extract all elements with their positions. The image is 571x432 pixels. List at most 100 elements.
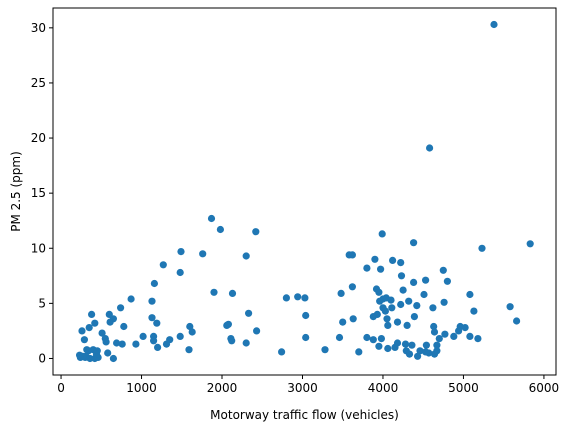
data-point — [150, 337, 158, 345]
data-point — [224, 320, 232, 328]
data-point — [186, 322, 194, 331]
data-point — [159, 261, 167, 269]
y-tick-label: 30 — [31, 21, 46, 35]
data-point — [410, 313, 418, 321]
data-point — [228, 337, 236, 345]
data-point — [375, 342, 383, 350]
data-point — [371, 255, 379, 263]
data-point — [282, 294, 290, 302]
data-point — [443, 277, 451, 285]
data-point — [403, 321, 411, 329]
y-tick-label: 10 — [31, 241, 46, 255]
x-tick-label: 6000 — [529, 381, 560, 395]
data-point — [132, 340, 140, 348]
data-point — [410, 239, 418, 247]
axis-ticks: 0 1000 2000 3000 4000 5000 6000 0 5 10 15 20 25 30 — [31, 21, 559, 395]
data-point — [441, 330, 449, 338]
data-point — [399, 286, 407, 294]
data-point — [506, 303, 514, 311]
data-point — [405, 350, 414, 358]
data-point — [349, 315, 357, 323]
data-point — [414, 352, 422, 360]
data-point — [98, 329, 106, 337]
data-point — [148, 297, 156, 305]
data-point — [252, 228, 260, 236]
data-point — [216, 225, 224, 234]
data-point — [153, 319, 161, 327]
data-point — [302, 311, 310, 320]
data-point — [363, 333, 371, 342]
data-point — [410, 278, 418, 286]
data-point — [104, 349, 112, 357]
data-point — [440, 298, 448, 306]
data-point — [513, 317, 521, 325]
y-tick-label: 25 — [31, 76, 46, 90]
data-point — [294, 293, 302, 301]
data-point — [435, 335, 443, 343]
data-point — [139, 332, 147, 340]
data-point — [253, 327, 261, 335]
data-point — [369, 336, 377, 344]
data-point — [321, 346, 329, 354]
data-point — [429, 304, 437, 312]
data-point — [391, 343, 399, 351]
data-point — [106, 318, 114, 326]
data-point — [88, 310, 96, 318]
data-point — [335, 333, 344, 342]
data-point — [228, 289, 237, 297]
y-tick-label: 0 — [38, 351, 46, 365]
data-point — [85, 324, 93, 332]
data-point — [92, 350, 101, 358]
data-point — [388, 304, 396, 312]
y-axis-label: PM 2.5 (ppm) — [9, 151, 23, 232]
data-point — [420, 290, 428, 299]
x-tick-label: 1000 — [126, 381, 157, 395]
data-point — [397, 300, 405, 309]
data-point — [154, 343, 162, 351]
data-point — [461, 324, 469, 332]
data-point — [387, 296, 395, 304]
y-tick-label: 20 — [31, 131, 46, 145]
data-point — [490, 20, 498, 29]
data-point — [377, 335, 385, 343]
x-tick-label: 5000 — [448, 381, 479, 395]
data-point — [207, 214, 216, 223]
data-point — [383, 315, 391, 323]
data-point — [210, 288, 218, 296]
data-point — [466, 290, 474, 299]
data-point — [422, 341, 430, 349]
data-point — [384, 344, 392, 353]
data-point — [109, 354, 117, 363]
x-tick-label: 4000 — [368, 381, 399, 395]
data-point — [470, 307, 478, 315]
data-point — [450, 332, 458, 340]
data-point — [393, 318, 402, 326]
data-points — [76, 20, 534, 363]
data-point — [78, 327, 86, 335]
data-point — [339, 318, 347, 326]
data-point — [120, 322, 128, 331]
data-point — [401, 340, 410, 348]
x-tick-label: 2000 — [207, 381, 238, 395]
data-point — [91, 319, 99, 327]
data-point — [80, 336, 88, 344]
data-point — [397, 259, 405, 267]
data-point — [162, 340, 171, 348]
data-point — [176, 332, 184, 340]
data-point — [422, 276, 430, 284]
data-point — [278, 348, 286, 356]
data-point — [430, 328, 439, 336]
data-point — [478, 244, 486, 252]
data-point — [242, 339, 250, 347]
data-point — [113, 339, 121, 347]
data-point — [416, 347, 424, 355]
data-point — [363, 264, 371, 272]
data-point — [430, 322, 438, 331]
data-point — [389, 256, 397, 264]
data-point — [242, 252, 250, 260]
data-point — [474, 335, 482, 343]
data-point — [348, 283, 356, 291]
data-point — [84, 347, 92, 355]
